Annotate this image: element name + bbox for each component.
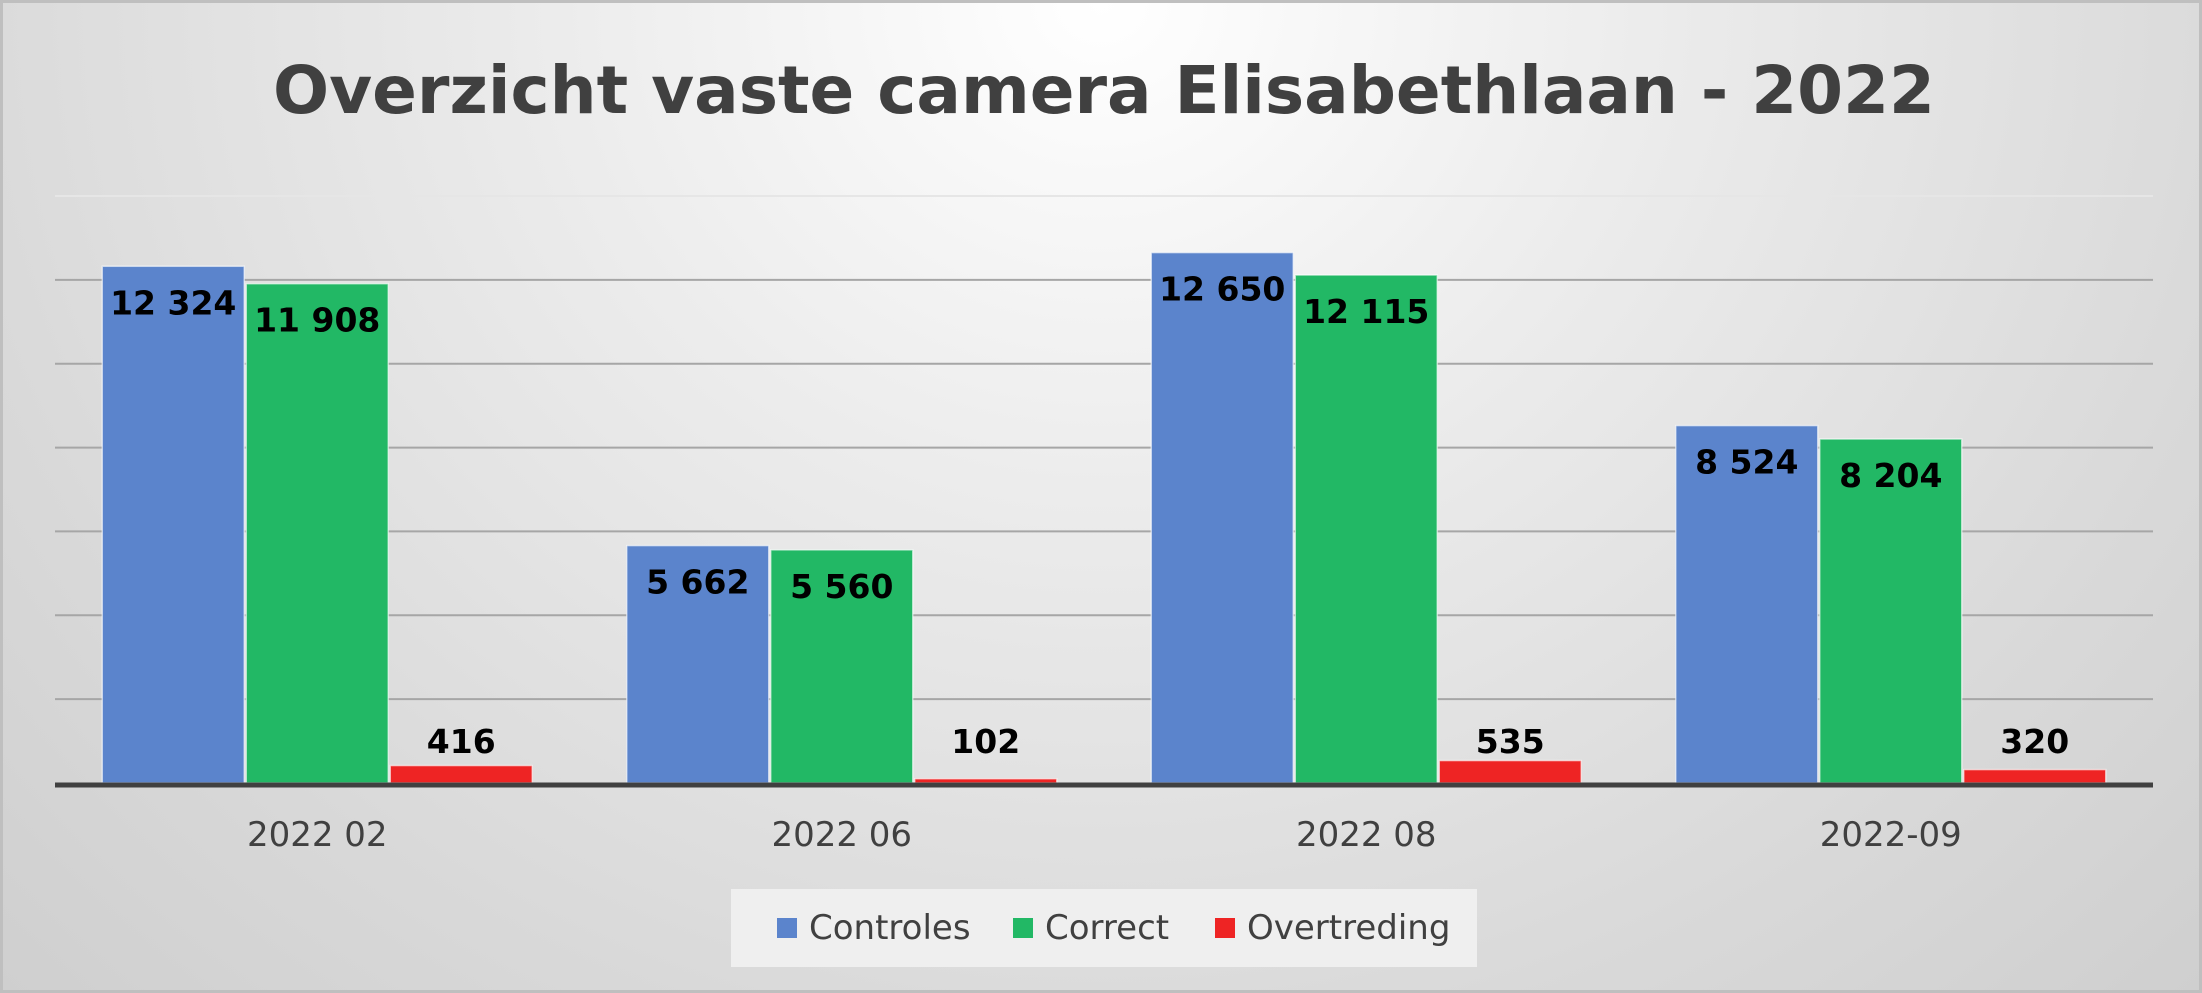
data-label: 8 204 (1839, 456, 1942, 495)
data-label: 416 (427, 722, 496, 761)
data-labels: 12 324 11 908 416 5 662 5 560 102 12 650 12 115… (110, 270, 2069, 761)
data-label: 12 115 (1303, 292, 1429, 331)
bar-correct (1819, 438, 1963, 784)
legend-box (731, 889, 1477, 967)
data-label: 320 (2000, 722, 2069, 761)
data-label: 5 662 (646, 563, 749, 602)
legend-swatch (1013, 918, 1033, 938)
bar-correct (245, 282, 389, 784)
legend-swatch (777, 918, 797, 938)
data-label: 8 524 (1695, 443, 1798, 482)
x-tick-label: 2022 08 (1296, 815, 1437, 855)
x-tick-label: 2022-09 (1820, 815, 1962, 855)
bar-correct (770, 549, 914, 784)
x-tick-label: 2022 06 (771, 815, 912, 855)
data-label: 535 (1476, 722, 1545, 761)
bar-chart: Overzicht vaste camera Elisabethlaan - 2… (55, 52, 2153, 967)
data-label: 11 908 (254, 301, 380, 340)
x-tick-label: 2022 02 (247, 815, 388, 855)
bar-controles (101, 265, 245, 784)
legend-label: Correct (1045, 908, 1169, 948)
gridlines (55, 195, 2153, 701)
bars (101, 251, 2107, 784)
data-label: 102 (951, 722, 1020, 761)
data-label: 12 324 (110, 283, 236, 322)
bar-controles (1150, 251, 1294, 784)
legend: Controles Correct Overtreding (731, 889, 1477, 967)
bar-overtreding (914, 777, 1058, 784)
chart-title: Overzicht vaste camera Elisabethlaan - 2… (273, 52, 1935, 129)
data-label: 5 560 (790, 567, 893, 606)
bar-overtreding (389, 764, 533, 784)
bar-overtreding (1438, 759, 1582, 784)
bar-correct (1294, 274, 1438, 784)
legend-label: Overtreding (1247, 908, 1450, 948)
x-axis: 2022 02 2022 06 2022 08 2022-09 (55, 782, 2153, 855)
bar-controles (1675, 424, 1819, 784)
bar-overtreding (1963, 768, 2107, 784)
legend-label: Controles (809, 908, 971, 948)
legend-swatch (1215, 918, 1235, 938)
data-label: 12 650 (1159, 270, 1285, 309)
